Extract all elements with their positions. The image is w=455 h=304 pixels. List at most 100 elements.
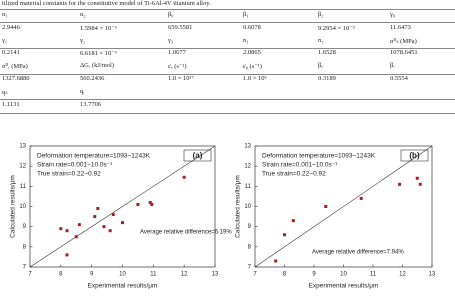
table-value: 2.0865 <box>243 49 261 57</box>
y-axis-label: Calculated results/μm <box>10 175 17 238</box>
y-tick-label: 9 <box>23 224 27 230</box>
caption: tilized material constants for the const… <box>2 0 211 7</box>
data-point <box>398 182 402 186</box>
x-tick-label: 8 <box>59 272 63 278</box>
annotation: Deformation temperature=1093~1243K <box>37 153 151 160</box>
x-tick-label: 12 <box>399 272 406 278</box>
table-value: 0.6078 <box>243 23 261 31</box>
table-symbol: ΔGᵣ (kJ/mol) <box>80 62 115 70</box>
data-point <box>74 235 78 239</box>
y-tick-label: 10 <box>244 204 251 210</box>
data-point <box>324 205 328 208</box>
y-tick-label: 13 <box>244 144 251 150</box>
panel-label-box <box>400 149 429 162</box>
data-point <box>148 200 152 204</box>
x-tick-label: 12 <box>181 272 188 278</box>
data-point <box>108 229 112 233</box>
data-point <box>93 215 97 219</box>
table-value: 1.6528 <box>318 49 336 57</box>
data-point <box>274 259 278 263</box>
table-value: 6.6181 × 10⁻⁶ <box>80 50 117 58</box>
panel-label-box <box>183 149 212 162</box>
data-point <box>291 219 295 223</box>
data-point <box>415 176 419 180</box>
table-value: 1078.6451 <box>390 49 418 57</box>
x-tick-label: 13 <box>212 272 219 278</box>
table-symbol: βᵣ <box>390 62 395 70</box>
table-symbol: qₛ <box>2 88 8 96</box>
table-value: 11.6473 <box>390 23 411 31</box>
table-value: 1.0 × 10⁵ <box>243 75 267 82</box>
data-point <box>121 221 124 225</box>
table-value: 1.5984 × 10⁻⁶ <box>80 24 117 32</box>
table-value: 1.0677 <box>168 49 186 57</box>
table-value: 1.1131 <box>2 100 20 108</box>
table-value: 0.5554 <box>390 75 408 82</box>
data-point <box>65 253 69 257</box>
table-symbol: β₁ <box>243 11 249 18</box>
data-point <box>283 233 286 237</box>
panel-label: (b) <box>409 151 420 160</box>
table-symbol: γ₀ <box>390 11 396 18</box>
table-symbol: βₑ <box>318 62 323 70</box>
annotation: Strain rate=0.001~10.0s⁻¹ <box>37 162 113 169</box>
y-tick-label: 13 <box>19 144 26 150</box>
x-tick-label: 13 <box>429 272 436 278</box>
data-point <box>77 223 81 227</box>
x-tick-label: 7 <box>253 272 257 278</box>
data-point <box>102 225 106 229</box>
x-axis-label: Experimental results/μm <box>309 283 379 290</box>
table-symbol: α₂ <box>80 11 86 18</box>
note: Average relative difference=6.19% <box>140 230 232 236</box>
x-tick-label: 8 <box>283 272 287 278</box>
x-tick-label: 10 <box>119 272 126 278</box>
x-tick-label: 11 <box>370 272 377 278</box>
annotation: True strain=0.22~0.92 <box>262 171 326 178</box>
x-axis-label: Experimental results/μm <box>88 283 158 290</box>
y-tick-label: 8 <box>248 244 252 250</box>
y-tick-label: 11 <box>20 184 27 190</box>
annotation: Deformation temperature=1093~1243K <box>262 153 376 160</box>
table-symbol: n₁ <box>243 36 249 44</box>
data-point <box>59 227 63 231</box>
y-tick-label: 10 <box>19 204 26 210</box>
table-rule <box>0 99 455 101</box>
x-tick-label: 11 <box>150 272 157 278</box>
table-symbol: σ⁰ᵣ (MPa) <box>2 63 28 71</box>
table-symbol: γ₁ <box>2 36 8 44</box>
table-rule <box>0 9 455 10</box>
data-point <box>150 202 154 206</box>
table-rule <box>0 73 455 75</box>
y-axis-label: Calculated results/μm <box>235 175 242 238</box>
data-point <box>96 207 100 211</box>
table-symbol: γ₃ <box>168 36 174 44</box>
table-rule <box>0 113 455 114</box>
table-symbol: β₂ <box>318 11 324 18</box>
data-point <box>136 202 140 206</box>
panel-label: (a) <box>193 151 203 160</box>
note: Average relative difference=7.94% <box>312 250 404 256</box>
reference-line <box>29 145 216 268</box>
annotation: True strain=0.22~0.92 <box>37 171 101 178</box>
table-rule <box>0 22 455 24</box>
data-point <box>418 182 422 186</box>
data-point <box>65 229 69 233</box>
y-tick-label: 9 <box>248 224 252 230</box>
table-value: 560.2436 <box>80 75 105 82</box>
table-symbol: n₂ <box>318 36 324 44</box>
table-symbol: γ₂ <box>80 36 86 44</box>
table-symbol: σ⁰ₛ (MPa) <box>390 37 417 45</box>
annotation: Strain rate=0.001~10.0s⁻¹ <box>262 162 338 169</box>
data-point <box>111 213 115 217</box>
x-tick-label: 7 <box>28 272 32 278</box>
data-point <box>359 196 363 200</box>
table-symbol: ε̇₀ (s⁻¹) <box>243 63 262 71</box>
y-tick-label: 8 <box>23 244 27 250</box>
y-tick-label: 12 <box>244 164 251 170</box>
table-symbol: β₀ <box>168 11 174 18</box>
table-value: 2.9446 <box>2 23 20 31</box>
table-value: 0.2141 <box>2 49 20 57</box>
table-value: 1327.6880 <box>2 75 30 82</box>
